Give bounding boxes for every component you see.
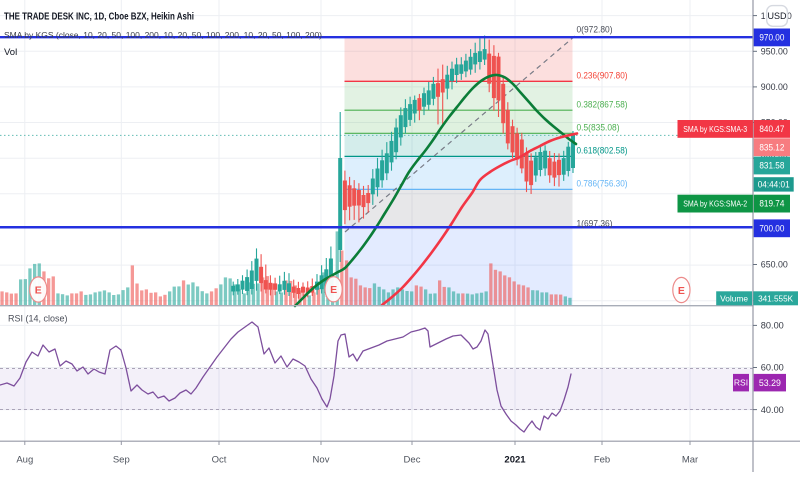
svg-text:0.5(835.08): 0.5(835.08): [577, 123, 620, 133]
svg-text:Aug: Aug: [16, 455, 33, 466]
svg-text:Vol: Vol: [4, 47, 17, 58]
svg-text:04:44:01: 04:44:01: [758, 180, 790, 190]
svg-text:60.00: 60.00: [761, 363, 784, 373]
svg-text:819.74: 819.74: [759, 199, 784, 209]
svg-text:E: E: [330, 284, 337, 296]
svg-text:E: E: [678, 285, 685, 297]
svg-text:SMA by KGS (close, 10, 20, 50,: SMA by KGS (close, 10, 20, 50, 100, 200,…: [4, 30, 322, 40]
svg-text:Sep: Sep: [113, 455, 130, 466]
svg-text:0.382(867.58): 0.382(867.58): [577, 100, 628, 110]
svg-text:40.00: 40.00: [761, 405, 784, 415]
svg-text:831.58: 831.58: [759, 161, 784, 171]
svg-text:RSI (14, close): RSI (14, close): [8, 314, 68, 324]
svg-text:341.555K: 341.555K: [758, 293, 793, 303]
svg-text:Volume: Volume: [720, 293, 748, 303]
svg-text:840.47: 840.47: [759, 124, 784, 134]
svg-text:SMA by KGS:SMA-3: SMA by KGS:SMA-3: [683, 124, 747, 134]
svg-text:Dec: Dec: [404, 455, 421, 466]
svg-text:1(697.36): 1(697.36): [577, 218, 613, 228]
svg-text:RSI: RSI: [734, 378, 748, 388]
svg-text:650.00: 650.00: [761, 260, 788, 270]
svg-text:0.236(907.80): 0.236(907.80): [577, 71, 628, 81]
svg-text:0(972.80): 0(972.80): [577, 24, 613, 34]
svg-text:Feb: Feb: [594, 455, 610, 466]
svg-text:835.12: 835.12: [759, 142, 784, 152]
svg-text:Nov: Nov: [313, 455, 330, 466]
svg-text:950.00: 950.00: [761, 47, 788, 57]
svg-text:Oct: Oct: [212, 455, 227, 466]
svg-text:900.00: 900.00: [761, 82, 788, 92]
svg-text:THE TRADE DESK INC, 1D, Cboe B: THE TRADE DESK INC, 1D, Cboe BZX, Heikin…: [4, 12, 194, 23]
svg-text:970.00: 970.00: [759, 33, 784, 43]
svg-text:80.00: 80.00: [761, 321, 784, 331]
svg-text:Mar: Mar: [682, 455, 698, 466]
svg-text:700.00: 700.00: [759, 223, 784, 233]
svg-text:0.618(802.58): 0.618(802.58): [577, 145, 628, 155]
svg-text:2021: 2021: [504, 455, 526, 466]
svg-text:53.29: 53.29: [759, 378, 781, 388]
svg-text:USD: USD: [767, 11, 787, 21]
svg-text:0.786(756.30): 0.786(756.30): [577, 179, 628, 189]
svg-text:SMA by KGS:SMA-2: SMA by KGS:SMA-2: [683, 199, 747, 209]
svg-text:E: E: [35, 284, 42, 296]
